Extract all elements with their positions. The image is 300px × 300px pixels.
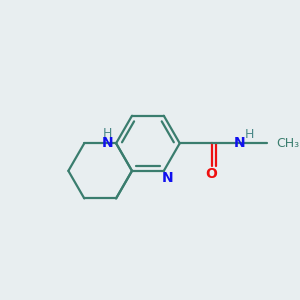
Text: CH₃: CH₃ [276,137,300,150]
Text: H: H [103,127,112,140]
Text: N: N [102,136,113,150]
Text: N: N [234,136,246,150]
Text: O: O [206,167,218,181]
Text: N: N [161,171,173,184]
Text: H: H [244,128,254,141]
